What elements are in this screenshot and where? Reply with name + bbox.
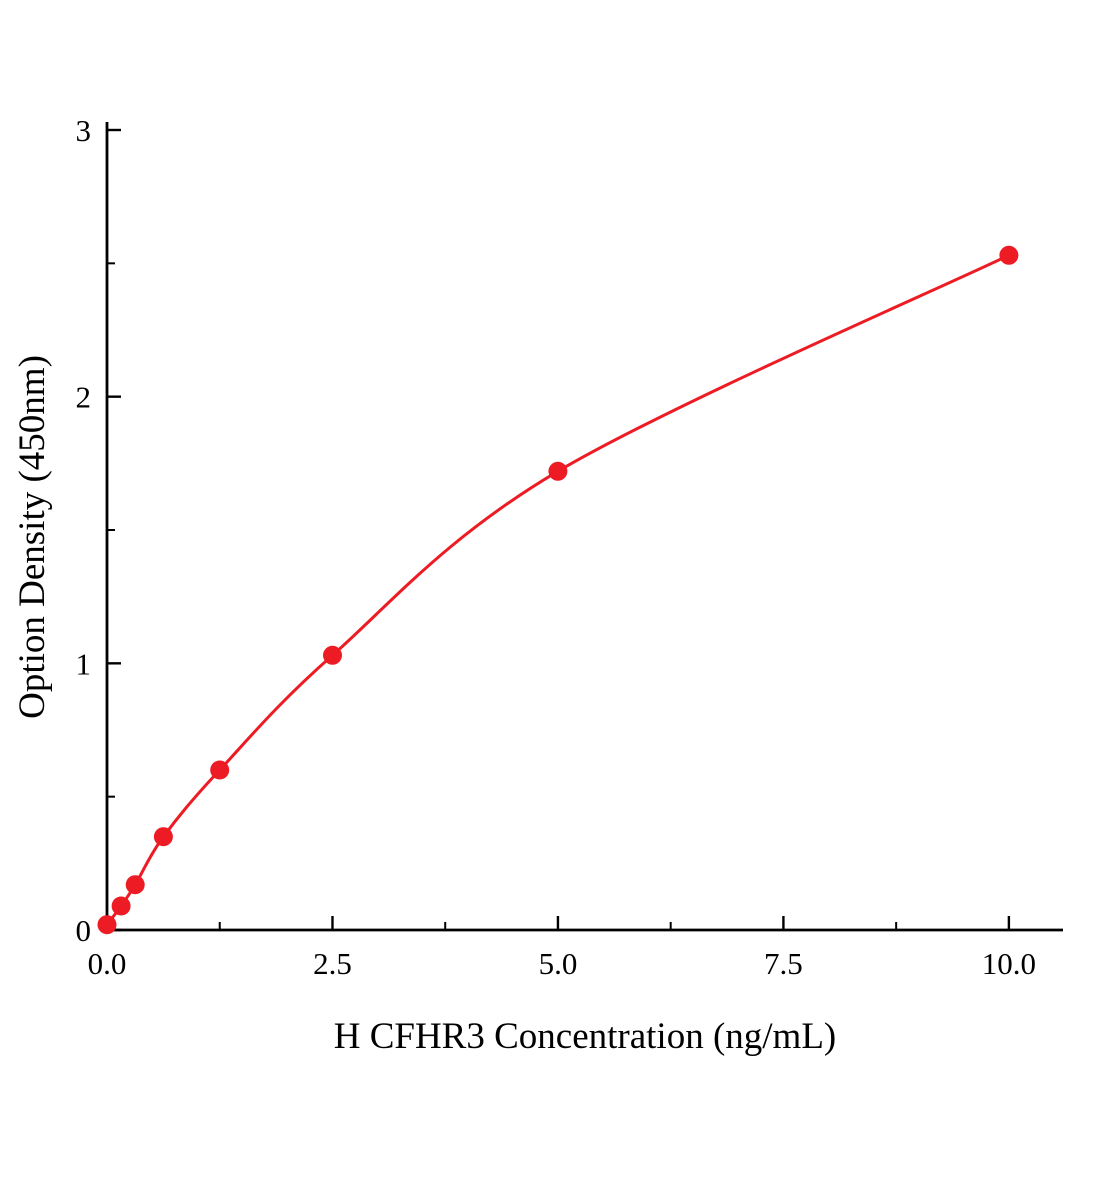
y-tick-label: 0 — [76, 913, 92, 948]
data-point-marker — [153, 827, 173, 847]
x-tick-label: 2.5 — [313, 946, 352, 981]
tick-layer: 0.0 2.5 5.0 7.5 10.0 0 1 2 3 — [76, 113, 1037, 981]
x-tick-label: 5.0 — [539, 946, 578, 981]
x-tick-label: 7.5 — [764, 946, 803, 981]
plot-layer — [97, 245, 1019, 935]
data-point-marker — [125, 875, 145, 895]
standard-curve-line — [105, 253, 1011, 927]
y-tick-label: 1 — [76, 646, 92, 681]
data-point-marker — [111, 896, 131, 916]
axis-spines — [105, 122, 1063, 932]
x-tick-label: 10.0 — [982, 946, 1036, 981]
y-tick-label: 3 — [76, 113, 92, 148]
x-tick-label: 0.0 — [88, 946, 127, 981]
axes-layer — [105, 122, 1063, 932]
data-point-marker — [548, 461, 568, 481]
y-tick-label: 2 — [76, 380, 92, 415]
y-axis-label: Option Density (450nm) — [12, 355, 53, 719]
data-point-marker — [999, 245, 1019, 265]
x-axis-label: H CFHR3 Concentration (ng/mL) — [334, 1016, 837, 1057]
data-point-marker — [323, 645, 342, 665]
data-point-marker — [210, 760, 230, 780]
data-point-marker — [97, 915, 117, 935]
